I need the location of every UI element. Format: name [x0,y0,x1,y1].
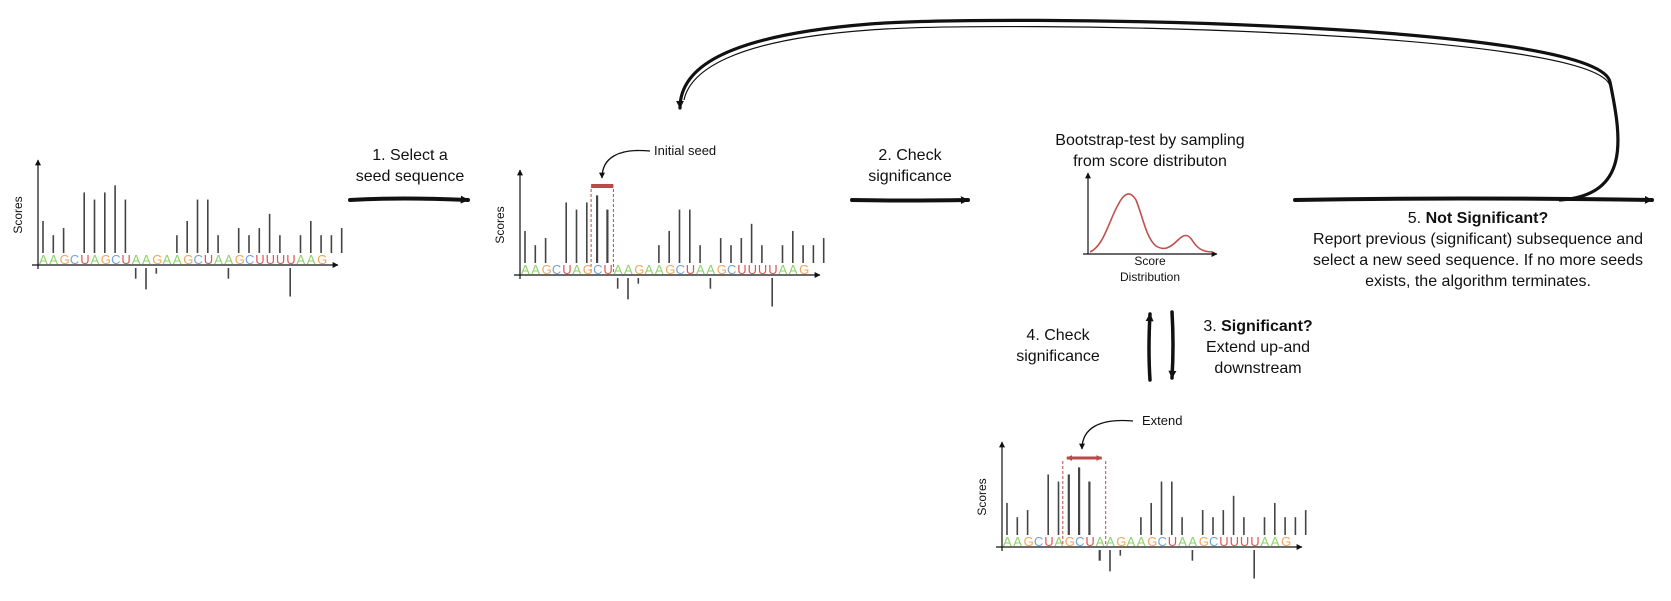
y-axis-label: Scores [493,206,507,243]
step3-label-line3: downstream [1214,360,1301,377]
bootstrap-title-line2: from score distributon [1073,153,1227,170]
bootstrap-title-line1: Bootstrap-test by sampling [1055,132,1244,149]
initial-seed-pointer [602,150,650,178]
extend-label: Extend [1142,413,1182,428]
extend-pointer [1082,420,1133,449]
nucleotide-sequence: A A GCUA GCUA A GA A GCUA A GCUUUUA A G [39,252,327,267]
score-plot-initial-seed: Scores A A GCUA GCUA A GA A GCUA A GCUUUUA A G [493,170,824,307]
y-axis-label: Scores [975,478,989,515]
step5-label-line1: 5. Not Significant? [1408,210,1548,227]
step3-label-line2: Extend up-and [1206,339,1310,356]
distribution-xlabel-line2: Distribution [1120,270,1180,284]
step3-label-line1: 3. Significant? [1203,318,1312,335]
step4-label-line1: 4. Check [1026,327,1090,344]
distribution-xlabel-line1: Score [1134,254,1166,268]
nucleotide-sequence: A A GCUA GCUA A GA A GCUA A GCUUUUA A G [521,262,809,277]
score-plot-original: Scores A A GCUA GCUA A GA A GCUA A GCUUUUA A G [11,160,342,297]
step3-arrow-down [1172,312,1173,378]
score-distribution-plot: Score Distribution [1083,173,1217,284]
step5-label-line4: exists, the algorithm terminates. [1365,273,1591,290]
step5-label-line2: Report previous (significant) subsequenc… [1313,231,1643,248]
initial-seed-label: Initial seed [654,143,716,158]
step4-label-line2: significance [1016,348,1100,365]
step5-arrow [1295,199,1652,201]
distribution-density-curve [1090,194,1213,252]
loop-back-stroke-2 [684,27,1610,100]
step1-label-line2: seed sequence [356,168,465,185]
step4-arrow-up [1149,314,1150,380]
step1-arrow [350,199,468,201]
step2-label-line1: 2. Check [878,147,942,164]
step5-label-line3: select a new seed sequence. If no more s… [1313,252,1643,269]
y-axis-label: Scores [11,196,25,233]
step2-label-line2: significance [868,168,952,185]
score-plot-extended-seed: Scores A A GCUA GCUA A GA A GCUA A GCUUUUA A G [975,442,1306,579]
step2-arrow [852,200,968,201]
loop-back-arrow [680,20,1618,200]
step1-label-line1: 1. Select a [372,147,448,164]
nucleotide-sequence: A A GCUA GCUA A GA A GCUA A GCUUUUA A G [1003,534,1291,549]
